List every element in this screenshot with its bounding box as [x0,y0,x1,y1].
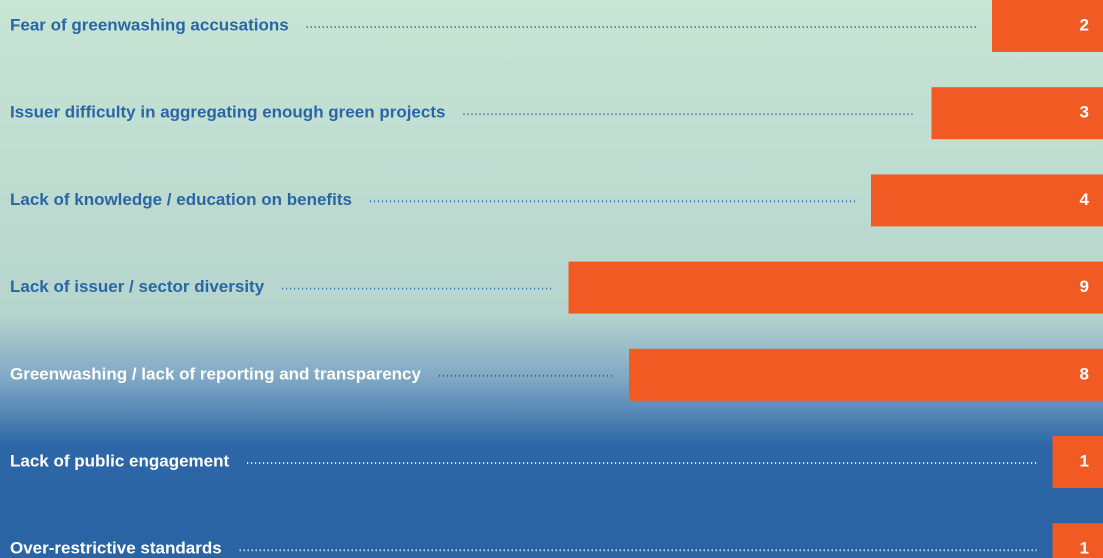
value-label: 1 [1080,539,1089,558]
bar [1052,523,1103,558]
value-label: 9 [1080,277,1089,296]
category-label: Issuer difficulty in aggregating enough … [10,103,445,122]
value-label: 4 [1080,190,1090,209]
category-label: Lack of issuer / sector diversity [10,277,265,296]
category-label: Greenwashing / lack of reporting and tra… [10,364,421,383]
value-label: 2 [1080,15,1089,34]
bar [629,348,1103,401]
category-label: Over-restrictive standards [10,539,222,558]
bar [1052,436,1103,488]
value-label: 3 [1080,103,1089,122]
bar [568,261,1103,314]
bar [931,87,1103,140]
category-label: Lack of knowledge / education on benefit… [10,190,352,209]
value-label: 1 [1080,451,1089,470]
bar [992,0,1103,52]
category-label: Fear of greenwashing accusations [10,15,289,34]
value-label: 8 [1080,364,1089,383]
category-label: Lack of public engagement [10,451,229,470]
bar [871,174,1103,227]
